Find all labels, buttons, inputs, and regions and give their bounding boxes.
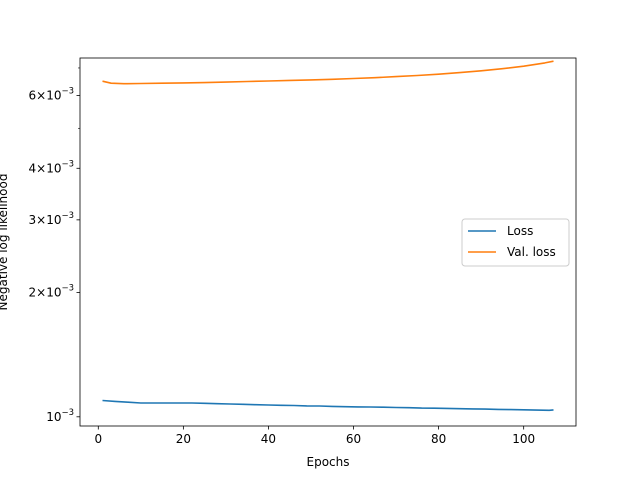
legend: Loss Val. loss	[461, 218, 570, 267]
series-line-1	[102, 60, 554, 85]
legend-label-0: Loss	[507, 224, 533, 238]
x-axis-label: Epochs	[307, 455, 350, 469]
y-tick-label-0: 10−3	[46, 408, 74, 424]
y-tick-label-4: 6×10−3	[29, 87, 75, 103]
series-layer	[102, 60, 554, 412]
y-tick-label-1: 2×10−3	[29, 284, 75, 300]
series-line-0	[102, 399, 554, 412]
plot-frame	[79, 57, 577, 427]
x-tick-label-0: 0	[94, 432, 102, 446]
x-tick-label-5: 100	[512, 432, 535, 446]
x-tick-label-2: 40	[261, 432, 276, 446]
legend-label-1: Val. loss	[507, 245, 556, 259]
y-tick-label-2: 3×10−3	[29, 211, 75, 227]
y-axis-label: Negative log likelihood	[0, 174, 10, 311]
axes-layer: 0 20 40 60 80 100 10−3 2×10−3 3×10−3 4×10−3 6×10−3	[29, 57, 577, 446]
x-tick-label-1: 20	[176, 432, 191, 446]
x-tick-label-4: 80	[431, 432, 446, 446]
y-tick-label-3: 4×10−3	[29, 159, 75, 175]
x-tick-label-3: 60	[346, 432, 361, 446]
